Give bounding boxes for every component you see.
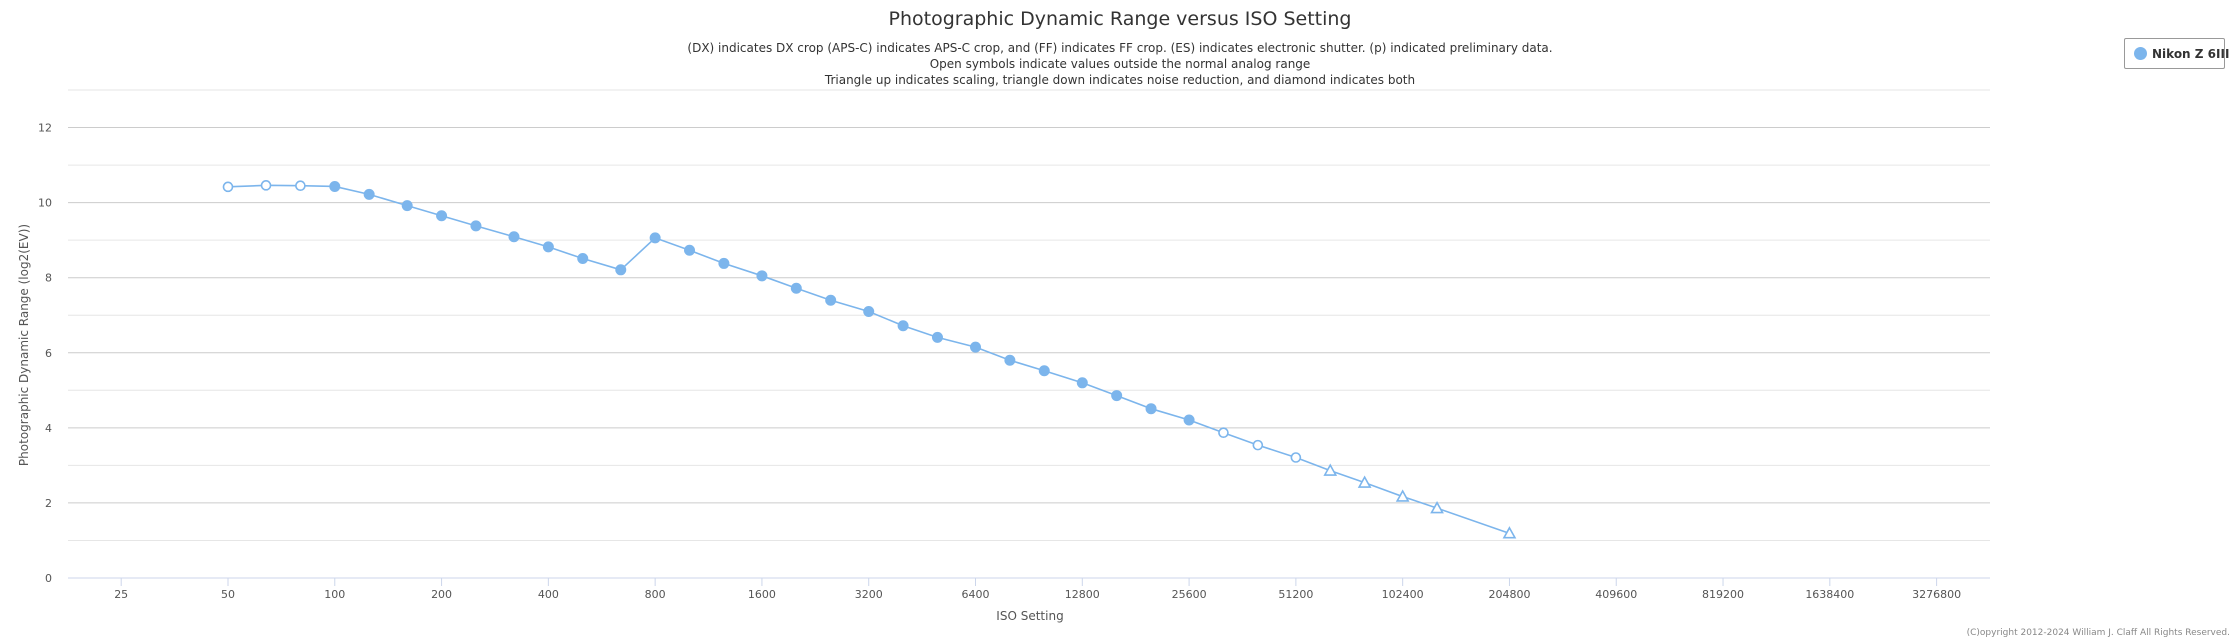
- data-point-filled: [542, 241, 554, 253]
- chart-subtitle-line-3: Triangle up indicates scaling, triangle …: [824, 73, 1415, 87]
- y-tick-label: 0: [45, 572, 52, 585]
- data-point-filled: [931, 331, 943, 343]
- x-tick-label: 102400: [1382, 588, 1424, 601]
- data-point-filled: [684, 244, 696, 256]
- x-tick-label: 25: [114, 588, 128, 601]
- x-tick-label: 51200: [1278, 588, 1313, 601]
- y-tick-label: 12: [38, 122, 52, 135]
- x-tick-label: 6400: [962, 588, 990, 601]
- data-point-filled: [897, 320, 909, 332]
- y-axis-title: Photographic Dynamic Range (log2(EV)): [17, 224, 31, 466]
- data-point-filled: [1183, 414, 1195, 426]
- x-tick-label: 3276800: [1912, 588, 1961, 601]
- data-point-filled: [1145, 403, 1157, 415]
- x-tick-label: 819200: [1702, 588, 1744, 601]
- data-point-filled: [649, 232, 661, 244]
- data-point-triangle-up: [1430, 501, 1444, 514]
- chart-subtitle-line-2: Open symbols indicate values outside the…: [930, 57, 1311, 71]
- grid-lines: [68, 89, 1990, 586]
- x-axis-tick-labels: 25 50 100 200 400 800 1600 3200 6400 12800 25600 51…: [114, 588, 1961, 601]
- data-point-triangle-up: [1395, 489, 1410, 502]
- data-point-open: [1218, 427, 1229, 439]
- y-tick-label: 6: [45, 347, 52, 360]
- x-axis-title: ISO Setting: [996, 609, 1063, 623]
- data-point-filled: [401, 200, 413, 212]
- y-tick-label: 2: [45, 497, 52, 510]
- legend-label: Nikon Z 6III: [2152, 46, 2230, 61]
- x-tick-label: 204800: [1488, 588, 1530, 601]
- chart-subtitle-line-1: (DX) indicates DX crop (APS-C) indicates…: [687, 41, 1552, 55]
- data-point-filled: [577, 253, 589, 265]
- x-tick-label: 50: [221, 588, 235, 601]
- series-line: [227, 184, 1510, 535]
- series-nikon-z6iii: [222, 180, 1517, 539]
- data-point-filled: [718, 257, 730, 269]
- data-point-filled: [825, 294, 837, 306]
- data-point-triangle-up: [1323, 463, 1338, 476]
- data-point-open: [260, 180, 272, 191]
- copyright-credit: (C)opyright 2012-2024 William J. Claff A…: [1967, 628, 2230, 638]
- data-point-filled: [756, 270, 768, 282]
- x-tick-label: 800: [645, 588, 666, 601]
- data-point-filled: [790, 282, 802, 294]
- x-tick-label: 3200: [855, 588, 883, 601]
- x-tick-label: 100: [324, 588, 345, 601]
- chart-title: Photographic Dynamic Range versus ISO Se…: [889, 8, 1352, 30]
- x-tick-label: 409600: [1595, 588, 1637, 601]
- data-point-open: [222, 181, 234, 193]
- data-point-filled: [1038, 365, 1050, 377]
- y-tick-label: 8: [45, 272, 52, 285]
- x-tick-label: 12800: [1065, 588, 1100, 601]
- x-tick-label: 25600: [1172, 588, 1207, 601]
- data-point-filled: [863, 305, 875, 317]
- data-point-triangle-up: [1357, 475, 1372, 488]
- legend-circle-icon: [2134, 47, 2147, 60]
- y-tick-label: 10: [38, 197, 52, 210]
- x-tick-label: 200: [431, 588, 452, 601]
- data-point-open: [295, 180, 306, 192]
- data-point-filled: [970, 341, 982, 353]
- legend-item-nikon-z6iii[interactable]: Nikon Z 6III: [2124, 38, 2229, 69]
- x-tick-label: 400: [538, 588, 559, 601]
- data-point-filled: [508, 231, 520, 243]
- x-tick-label: 1600: [748, 588, 776, 601]
- data-point-open: [1252, 439, 1264, 451]
- data-point-filled: [1076, 377, 1088, 389]
- data-point-filled: [1004, 354, 1016, 366]
- y-axis-tick-labels: 0 2 4 6 8 10 12: [38, 122, 52, 585]
- data-point-filled: [615, 264, 627, 276]
- y-tick-label: 4: [45, 422, 52, 435]
- data-point-filled: [436, 210, 448, 222]
- data-point-triangle-up: [1502, 526, 1517, 539]
- data-point-filled: [470, 220, 482, 232]
- data-point-filled: [329, 180, 341, 192]
- data-point-filled: [363, 188, 375, 200]
- x-tick-label: 1638400: [1805, 588, 1854, 601]
- data-point-open: [1290, 452, 1302, 463]
- data-point-filled: [1111, 390, 1123, 402]
